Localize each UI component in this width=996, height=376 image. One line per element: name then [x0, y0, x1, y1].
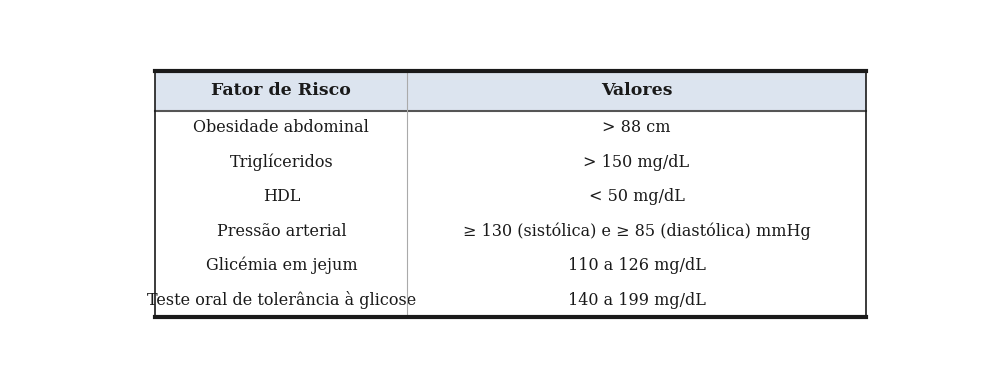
Text: < 50 mg/dL: < 50 mg/dL: [589, 188, 684, 205]
Bar: [155, 214, 866, 249]
Bar: [155, 71, 866, 111]
Text: ≥ 130 (sistólica) e ≥ 85 (diastólica) mmHg: ≥ 130 (sistólica) e ≥ 85 (diastólica) mm…: [462, 223, 811, 240]
Text: 110 a 126 mg/dL: 110 a 126 mg/dL: [568, 257, 705, 274]
Text: 140 a 199 mg/dL: 140 a 199 mg/dL: [568, 291, 705, 309]
Bar: [155, 283, 866, 317]
Text: Triglíceridos: Triglíceridos: [229, 154, 334, 171]
Text: > 88 cm: > 88 cm: [603, 120, 670, 136]
Bar: [155, 180, 866, 214]
Bar: [155, 145, 866, 180]
Text: Fator de Risco: Fator de Risco: [211, 82, 352, 100]
Text: > 150 mg/dL: > 150 mg/dL: [584, 154, 689, 171]
Text: Valores: Valores: [601, 82, 672, 100]
Text: Obesidade abdominal: Obesidade abdominal: [193, 120, 370, 136]
Text: Teste oral de tolerância à glicose: Teste oral de tolerância à glicose: [146, 291, 416, 309]
Bar: [155, 249, 866, 283]
Text: HDL: HDL: [263, 188, 300, 205]
Text: Glicémia em jejum: Glicémia em jejum: [205, 257, 358, 274]
Bar: [155, 111, 866, 145]
Text: Pressão arterial: Pressão arterial: [216, 223, 347, 240]
